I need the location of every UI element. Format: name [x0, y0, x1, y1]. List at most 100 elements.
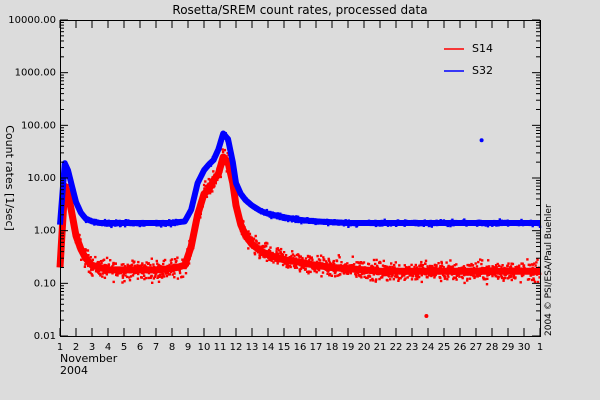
point-s14: [137, 260, 140, 264]
point-s14: [102, 271, 105, 274]
point-s14: [455, 278, 458, 281]
point-s14: [126, 263, 129, 266]
point-s14: [89, 256, 92, 259]
point-s14: [308, 258, 311, 262]
point-s14: [454, 276, 457, 279]
point-s14: [466, 263, 469, 267]
point-s14: [461, 276, 464, 280]
point-s14: [330, 274, 333, 277]
point-s14: [318, 259, 322, 262]
point-s14: [165, 274, 169, 278]
x-tick-label: 12: [230, 342, 243, 353]
point-s14: [102, 258, 106, 261]
point-s14: [374, 280, 377, 283]
point-s14: [155, 259, 158, 263]
series-s32: [59, 131, 542, 229]
point-s14: [157, 263, 160, 267]
point-s14: [281, 263, 285, 267]
point-s14: [308, 255, 311, 258]
point-s14: [463, 281, 466, 285]
point-s14: [533, 280, 537, 283]
point-s14: [536, 258, 539, 261]
point-s14: [404, 277, 407, 280]
point-s14: [147, 276, 150, 280]
point-s14: [381, 276, 384, 279]
y-tick-label: 10.00: [27, 173, 56, 184]
point-s14: [160, 276, 164, 279]
point-s14: [257, 242, 261, 245]
point-s14: [158, 275, 161, 278]
x-tick-label: 8: [169, 342, 175, 353]
point-s14: [462, 265, 466, 268]
point-s14: [419, 264, 422, 268]
point-s14: [468, 264, 471, 267]
point-s14: [304, 257, 308, 260]
point-s14: [361, 262, 364, 265]
data-marks: [56, 130, 543, 318]
point-s14: [522, 264, 526, 267]
point-s14: [507, 262, 510, 265]
point-s14: [87, 254, 90, 257]
point-s14: [112, 280, 115, 284]
point-s14: [466, 277, 469, 281]
x-tick-label: 25: [438, 342, 451, 353]
point-s14: [168, 273, 171, 276]
point-s14: [84, 263, 87, 266]
point-s14: [354, 273, 358, 277]
point-s14: [162, 273, 165, 277]
point-s14: [420, 280, 423, 284]
point-s14: [322, 256, 325, 259]
point-s32: [270, 216, 273, 220]
point-s14: [447, 264, 450, 268]
point-s14: [340, 261, 343, 264]
x-axis-label-month: November: [60, 352, 118, 365]
point-s14: [519, 281, 522, 284]
point-s14: [307, 270, 311, 273]
point-s14: [466, 279, 469, 282]
point-s14: [149, 276, 152, 280]
point-s14: [366, 276, 369, 280]
point-s14: [375, 258, 378, 262]
y-tick-label: 100.00: [21, 120, 56, 131]
x-tick-label: 23: [406, 342, 419, 353]
point-s14: [136, 277, 140, 280]
point-s14: [403, 264, 406, 267]
point-s14: [426, 276, 429, 279]
point-s14: [162, 275, 166, 278]
point-s14: [320, 275, 323, 278]
point-s14: [339, 273, 342, 276]
point-s14: [84, 249, 88, 252]
point-s14: [388, 265, 392, 269]
point-s14: [275, 252, 278, 255]
point-s14: [170, 262, 173, 265]
point-s14: [484, 278, 487, 281]
point-s14: [295, 266, 299, 269]
point-s14: [474, 262, 477, 265]
point-s14: [398, 264, 401, 267]
point-s14: [333, 275, 337, 278]
point-s14: [486, 274, 489, 277]
point-s14: [365, 276, 368, 279]
point-s14: [144, 276, 147, 280]
x-tick-label: 30: [518, 342, 531, 353]
point-s14: [268, 258, 271, 262]
point-s14: [291, 250, 294, 253]
point-s14: [355, 261, 358, 264]
point-s32: [463, 218, 466, 221]
point-s14: [458, 275, 461, 278]
point-s14: [337, 254, 340, 257]
x-tick-label: 16: [294, 342, 307, 353]
point-s14: [476, 275, 479, 278]
x-tick-label: 18: [326, 342, 339, 353]
point-s14: [512, 273, 516, 277]
point-s14: [311, 258, 314, 261]
point-s14: [362, 261, 366, 264]
point-s14: [299, 255, 302, 258]
point-s14: [485, 265, 488, 268]
point-s14: [128, 279, 132, 282]
point-s14: [315, 271, 318, 274]
point-s14: [149, 263, 152, 267]
point-s14: [412, 274, 415, 277]
point-s14: [378, 277, 381, 281]
